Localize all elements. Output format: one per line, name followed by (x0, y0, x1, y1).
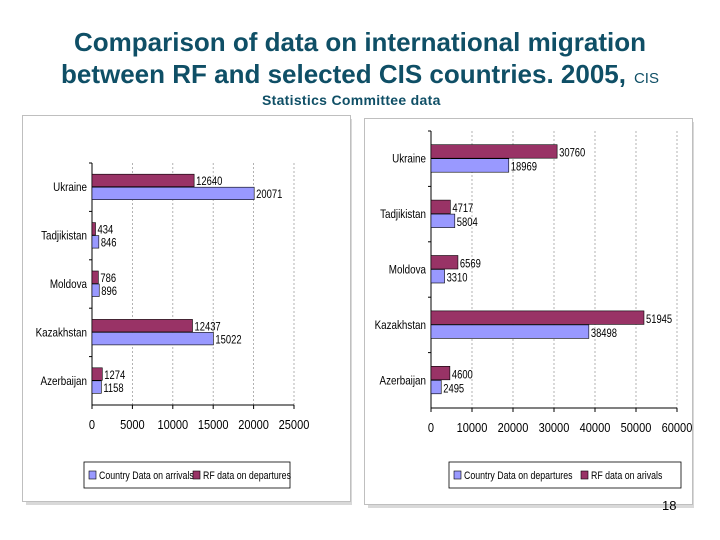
x-tick-label: 10000 (457, 420, 488, 435)
data-label: 51945 (646, 313, 672, 326)
bar (430, 144, 558, 159)
x-tick-label: 10000 (157, 417, 188, 432)
category-label: Tadjikistan (41, 230, 87, 243)
data-label: 4600 (452, 368, 473, 381)
x-tick-label: 20000 (238, 417, 269, 432)
legend-swatch (580, 470, 589, 480)
bar (430, 310, 645, 325)
legend-label: RF data on arivals (591, 470, 662, 482)
title-line-1: Comparison of data on international migr… (73, 27, 647, 57)
legend-box (448, 461, 682, 489)
category-label: Kazakhstan (36, 327, 87, 340)
data-label: 3310 (447, 272, 468, 285)
bar (430, 269, 445, 284)
subtitle: Statistics Committee data (262, 92, 441, 108)
bar (91, 319, 193, 333)
legend-label: RF data on departures (203, 470, 291, 482)
data-label: 6569 (460, 258, 481, 271)
data-label: 20071 (256, 188, 282, 201)
category-label: Moldova (50, 278, 88, 291)
bar (91, 270, 99, 284)
category-label: Kazakhstan (375, 319, 426, 332)
legend-label: Country Data on arrivals (99, 470, 194, 482)
x-tick-label: 30000 (539, 420, 570, 435)
legend-box (83, 461, 291, 489)
legend-label: Country Data on departures (464, 470, 573, 482)
category-label: Azerbaijan (41, 375, 87, 388)
legend-swatch (192, 470, 201, 480)
bar (430, 213, 456, 228)
data-label: 18969 (511, 161, 537, 174)
bar (430, 324, 590, 339)
data-label: 434 (98, 224, 114, 237)
data-label: 4717 (452, 202, 473, 215)
chart-frame (22, 115, 351, 502)
data-label: 38498 (591, 327, 617, 340)
x-tick-label: 60000 (662, 420, 693, 435)
bar (430, 158, 510, 173)
title-line-2-main: between RF and selected CIS countries. 2… (61, 59, 626, 89)
title-line-2: between RF and selected CIS countries. 2… (0, 58, 720, 95)
data-label: 30760 (559, 147, 585, 160)
bar (430, 366, 451, 381)
data-label: 786 (100, 272, 116, 285)
bar (430, 379, 442, 395)
data-label: 2495 (443, 382, 464, 395)
x-tick-label: 5000 (120, 417, 145, 432)
bar (91, 367, 103, 381)
legend-swatch (453, 470, 462, 480)
data-label: 1274 (104, 369, 125, 382)
category-label: Azerbaijan (380, 374, 426, 387)
category-label: Tadjikistan (380, 208, 426, 221)
bar (91, 332, 214, 346)
x-tick-label: 40000 (580, 420, 611, 435)
x-tick-label: 15000 (198, 417, 229, 432)
bar (91, 222, 96, 236)
bar (91, 380, 102, 394)
bar (91, 173, 195, 188)
data-label: 12437 (194, 321, 220, 334)
x-tick-label: 25000 (279, 417, 310, 432)
bar (91, 235, 100, 249)
data-label: 896 (101, 285, 117, 298)
data-label: 846 (101, 237, 117, 250)
bar (430, 255, 459, 270)
chart-departures: 0 10000 20000 30000 40000 50000 60000 Ukraine 30… (364, 118, 694, 508)
title-suffix: CIS (633, 70, 659, 87)
x-tick-label: 0 (428, 420, 434, 435)
x-tick-label: 0 (89, 417, 95, 432)
category-label: Ukraine (392, 153, 426, 166)
category-label: Ukraine (53, 181, 87, 194)
bar (91, 283, 100, 297)
data-label: 1158 (103, 382, 123, 395)
data-label: 12640 (196, 175, 222, 188)
category-label: Moldova (389, 264, 427, 277)
legend-swatch (88, 470, 97, 480)
x-tick-label: 50000 (621, 420, 652, 435)
x-tick-label: 20000 (498, 420, 529, 435)
page-number: 18 (662, 498, 677, 513)
bar (91, 186, 255, 200)
chart-arrivals: 0 5000 10000 15000 20000 25000 Ukraine 12640 200… (22, 115, 352, 505)
bar (430, 199, 451, 214)
data-label: 5804 (457, 216, 478, 229)
data-label: 15022 (215, 334, 241, 347)
